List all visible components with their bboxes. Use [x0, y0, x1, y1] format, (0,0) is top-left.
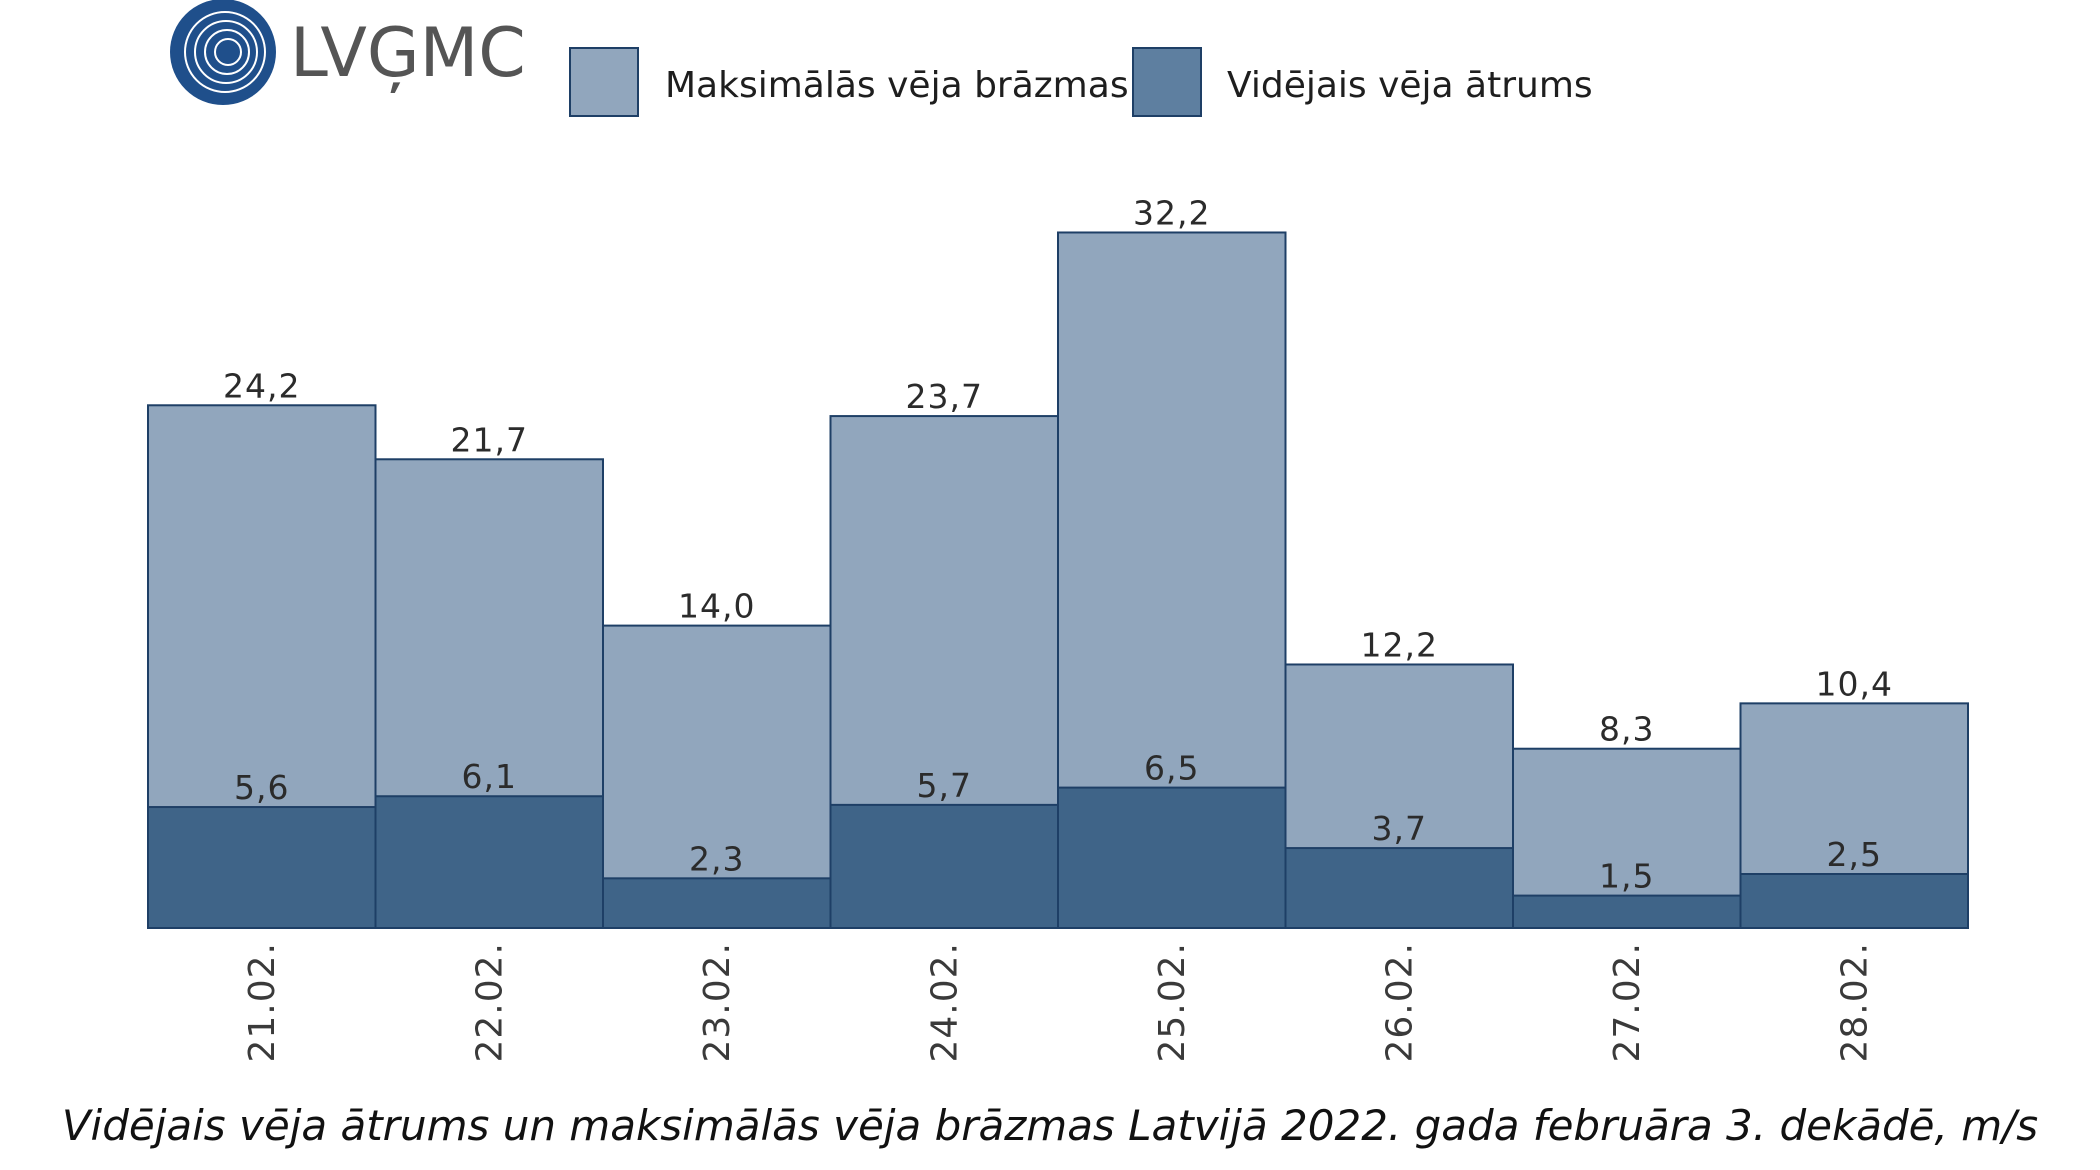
- bar-avg-speed-22.02.: [374, 795, 604, 929]
- data-label-max-gusts-21.02.: 24,2: [223, 366, 300, 405]
- bar-avg-speed-26.02.: [1284, 847, 1514, 930]
- data-label-max-gusts-24.02.: 23,7: [906, 377, 983, 416]
- bar-avg-speed-21.02.: [147, 806, 377, 929]
- x-axis-ticks: 21.02. 22.02. 23.02. 24.02. 25.02. 26.02. 27.0…: [242, 942, 1876, 1063]
- logo: LVĢMC: [170, 0, 526, 105]
- data-label-avg-speed-23.02.: 2,3: [689, 839, 744, 878]
- data-label-max-gusts-26.02.: 12,2: [1361, 625, 1438, 664]
- x-tick-label-24.02.: 24.02.: [924, 942, 965, 1063]
- data-label-max-gusts-28.02.: 10,4: [1816, 664, 1893, 703]
- data-label-avg-speed-24.02.: 5,7: [917, 766, 972, 805]
- legend-swatch-max-gusts: [569, 47, 639, 117]
- data-label-avg-speed-22.02.: 6,1: [462, 757, 517, 796]
- labels-avg-speed: 5,6 6,1 2,3 5,7 6,5 3,7 1,5 2,5: [234, 749, 1882, 896]
- data-label-avg-speed-27.02.: 1,5: [1599, 857, 1654, 896]
- legend-label-avg-speed: Vidējais vēja ātrums: [1227, 65, 1593, 106]
- x-tick-label-28.02.: 28.02.: [1834, 942, 1875, 1063]
- logo-emblem-icon: [170, 0, 276, 105]
- data-label-avg-speed-26.02.: 3,7: [1372, 809, 1427, 848]
- chart-caption: Vidējais vēja ātrums un maksimālās vēja …: [62, 1101, 2038, 1150]
- bar-avg-speed-25.02.: [1057, 786, 1287, 929]
- x-tick-label-22.02.: 22.02.: [469, 942, 510, 1063]
- legend-item-avg-speed: Vidējais vēja ātrums: [1132, 47, 1593, 117]
- x-tick-label-21.02.: 21.02.: [242, 942, 283, 1063]
- x-tick-label-27.02.: 27.02.: [1607, 942, 1648, 1063]
- bar-avg-speed-24.02.: [829, 803, 1059, 930]
- bars-avg-speed: [147, 786, 1969, 930]
- bar-avg-speed-28.02.: [1739, 873, 1969, 929]
- data-label-max-gusts-23.02.: 14,0: [678, 587, 755, 626]
- data-label-avg-speed-25.02.: 6,5: [1144, 749, 1199, 788]
- logo-text: LVĢMC: [290, 14, 526, 93]
- x-tick-label-25.02.: 25.02.: [1152, 942, 1193, 1063]
- data-label-max-gusts-22.02.: 21,7: [451, 420, 528, 459]
- data-label-avg-speed-28.02.: 2,5: [1827, 835, 1882, 874]
- x-tick-label-23.02.: 23.02.: [697, 942, 738, 1063]
- bar-avg-speed-27.02.: [1512, 894, 1742, 929]
- data-label-avg-speed-21.02.: 5,6: [234, 768, 289, 807]
- bar-avg-speed-23.02.: [602, 877, 832, 930]
- data-label-max-gusts-27.02.: 8,3: [1599, 710, 1654, 749]
- legend-label-max-gusts: Maksimālās vēja brāzmas: [665, 65, 1129, 106]
- x-tick-label-26.02.: 26.02.: [1379, 942, 1420, 1063]
- legend-swatch-avg-speed: [1132, 47, 1202, 117]
- data-label-max-gusts-25.02.: 32,2: [1133, 193, 1210, 232]
- legend-item-max-gusts: Maksimālās vēja brāzmas: [569, 47, 1129, 117]
- labels-max-gusts: 24,2 21,7 14,0 23,7 32,2 12,2 8,3 10,4: [223, 193, 1893, 749]
- legend: Maksimālās vēja brāzmas Vidējais vēja āt…: [569, 47, 1593, 117]
